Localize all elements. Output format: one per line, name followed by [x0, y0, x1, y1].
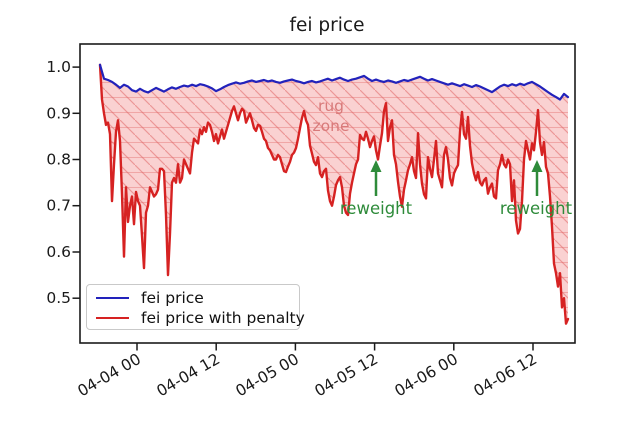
rug-zone-annotation: rug zone [313, 97, 350, 135]
legend-label: fei price with penalty [141, 309, 305, 327]
rug-zone-label-line1: rug [318, 97, 344, 115]
y-tick-label: 0.7 [46, 197, 71, 215]
reweight-arrow-head-icon [531, 160, 543, 172]
fei-price-line [98, 63, 570, 101]
legend-label: fei price [141, 289, 204, 307]
tick-marks [72, 66, 534, 351]
penalty-price-line [98, 63, 570, 325]
y-tick-label: 1.0 [46, 58, 71, 76]
y-tick-label: 0.6 [46, 243, 71, 261]
chart-title: fei price [290, 15, 365, 36]
x-axis-labels: 04-04 00 04-04 12 04-05 00 04-05 12 04-0… [75, 350, 540, 400]
plot-border [79, 43, 576, 344]
y-tick-label: 0.5 [46, 289, 71, 307]
x-tick-label: 04-04 00 [75, 350, 144, 400]
legend-line-swatch-blue [96, 297, 129, 299]
x-tick-label: 04-05 12 [312, 350, 381, 400]
x-tick-label: 04-04 12 [154, 350, 223, 400]
reweight-label: reweight [340, 199, 413, 218]
y-axis-labels: 1.0 0.9 0.8 0.7 0.6 0.5 [46, 58, 71, 307]
x-tick-label: 04-06 12 [471, 350, 540, 400]
y-tick-label: 0.9 [46, 104, 71, 122]
legend-line-swatch-red [96, 317, 129, 319]
y-tick-label: 0.8 [46, 151, 71, 169]
legend: fei price fei price with penalty [86, 284, 305, 330]
x-tick-label: 04-05 00 [233, 350, 302, 400]
legend-item-fei-price-with-penalty: fei price with penalty [96, 308, 305, 328]
reweight-annotation-1: reweight [340, 160, 413, 218]
legend-item-fei-price: fei price [96, 288, 290, 308]
reweight-annotation-2: reweight [500, 160, 573, 218]
rug-zone-label-line2: zone [313, 117, 350, 135]
reweight-arrow-head-icon [370, 160, 382, 172]
reweight-label: reweight [500, 199, 573, 218]
x-tick-label: 04-06 00 [392, 350, 461, 400]
